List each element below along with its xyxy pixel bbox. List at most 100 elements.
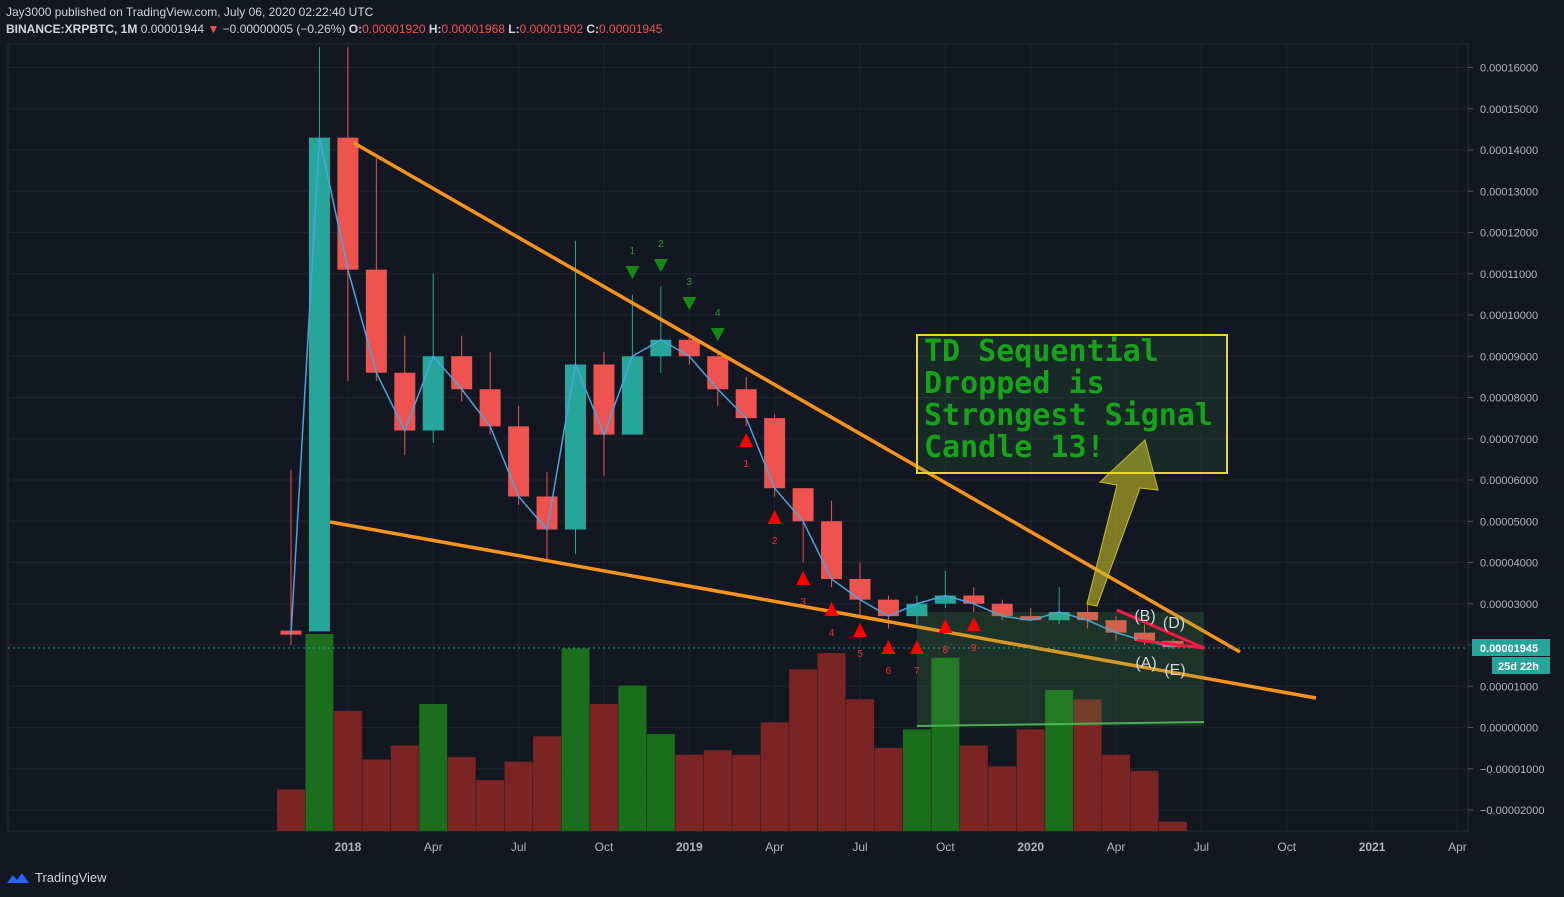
volume-bar — [846, 699, 874, 831]
candle-body — [621, 356, 643, 435]
candle-body — [678, 339, 700, 357]
volume-bar — [305, 634, 334, 831]
volume-bar — [931, 657, 960, 831]
wave-label: (E) — [1164, 662, 1185, 679]
annotation-box: TD Sequential Dropped is Strongest Signa… — [916, 334, 1228, 474]
candle-body — [508, 426, 530, 497]
open-value: 0.00001920 — [362, 22, 426, 36]
volume-bar — [533, 736, 562, 831]
upper-trendline — [353, 141, 1241, 654]
candle-body — [422, 356, 444, 431]
y-tick-label: 0.00015000 — [1480, 104, 1538, 116]
chart-grid — [7, 43, 1469, 832]
volume-bar — [732, 754, 761, 831]
volume-bar — [618, 685, 647, 831]
volume-bar — [362, 759, 391, 831]
td-buy-count: 1 — [743, 459, 749, 470]
candle-body — [1077, 612, 1099, 621]
td-buy-count: 5 — [857, 649, 863, 660]
td-sell-marker — [625, 266, 640, 279]
y-tick-label: 0.00014000 — [1480, 145, 1538, 157]
volume-bar — [959, 745, 988, 831]
volume-bar — [1158, 821, 1187, 831]
candle-body — [735, 389, 757, 419]
candle-body — [821, 521, 843, 579]
candle-body — [337, 137, 359, 270]
y-tick-label: 0.00008000 — [1480, 393, 1538, 405]
volume-bar — [1073, 699, 1102, 831]
td-buy-marker — [909, 640, 924, 654]
td-buy-marker — [938, 619, 953, 633]
candle-body — [934, 595, 956, 604]
x-tick-label: 2021 — [1359, 840, 1386, 854]
td-buy-count: 9 — [971, 643, 977, 654]
candle-body — [536, 496, 558, 530]
volume-bar — [561, 648, 590, 831]
volume-bar — [760, 722, 789, 831]
arrow-annotation — [1086, 439, 1159, 607]
x-tick-label: Oct — [936, 840, 955, 854]
x-tick-label: Apr — [424, 840, 443, 854]
y-tick-label: −0.00002000 — [1480, 805, 1545, 817]
x-tick-label: 2018 — [335, 840, 362, 854]
wave-label: (D) — [1163, 615, 1185, 632]
volume-bars — [277, 634, 1187, 831]
x-tick-label: Oct — [1277, 840, 1296, 854]
volume-bar — [390, 745, 419, 831]
y-tick-label: 0.00013000 — [1480, 186, 1538, 198]
td-sell-count: 1 — [630, 246, 636, 257]
brand-label: TradingView — [35, 870, 107, 885]
high-label: H: — [428, 22, 442, 36]
y-tick-label: 0.00010000 — [1480, 310, 1538, 322]
td-buy-marker — [796, 571, 811, 585]
candles — [280, 46, 1184, 650]
td-sell-marker — [682, 297, 697, 310]
low-label: L: — [508, 22, 520, 36]
volume-bar — [988, 766, 1017, 831]
triangle-pattern — [1116, 608, 1205, 650]
countdown-bg — [1492, 657, 1550, 674]
symbol-label[interactable]: BINANCE:XRPBTC, 1M — [6, 22, 138, 36]
annotation-line: Dropped is — [924, 366, 1105, 401]
candle-body — [1020, 616, 1042, 621]
y-tick-label: −0.00001000 — [1480, 764, 1545, 776]
candle-body — [707, 356, 729, 390]
candle-body — [764, 418, 786, 489]
candle-body — [565, 364, 586, 530]
annotation-line: Strongest Signal — [924, 398, 1213, 433]
y-tick-label: 0.00000000 — [1480, 723, 1538, 735]
high-value: 0.00001968 — [441, 22, 505, 36]
x-tick-label: 2020 — [1017, 840, 1044, 854]
td-buy-count: 6 — [886, 666, 892, 677]
price-label: 0.00001945 — [1480, 643, 1538, 655]
td-buy-count: 7 — [914, 666, 920, 677]
volume-bar — [1130, 770, 1159, 831]
volume-bar — [447, 757, 476, 831]
x-tick-label: Jul — [1194, 840, 1209, 854]
y-tick-label: 0.00007000 — [1480, 434, 1538, 446]
volume-bar — [504, 761, 533, 831]
td-buy-marker — [966, 617, 981, 631]
volume-bar — [675, 754, 704, 831]
candle-body — [451, 356, 473, 390]
td-buy-marker — [853, 623, 867, 637]
y-tick-label: 0.00012000 — [1480, 228, 1538, 240]
close-value: 0.00001945 — [599, 22, 663, 36]
countdown-label: 25d 22h — [1498, 661, 1539, 673]
last-price: 0.00001944 — [140, 22, 205, 36]
close-line — [290, 137, 1174, 648]
axes: 0.00016000 0.00015000 0.00014000 0.00013000… — [335, 63, 1550, 854]
td-buy-count: 8 — [943, 645, 949, 656]
volume-bar — [333, 710, 362, 831]
volume-bar — [874, 747, 903, 831]
td-buy-count: 4 — [829, 628, 835, 639]
volume-bar — [902, 729, 931, 831]
y-tick-label: 0.00005000 — [1480, 516, 1538, 528]
annotation-line: Candle 13! — [924, 430, 1105, 465]
ohlc-legend: BINANCE:XRPBTC, 1M 0.00001944 ▼ −0.00000… — [6, 22, 662, 36]
volume-bar — [703, 750, 732, 831]
candle-body — [479, 389, 501, 427]
y-tick-label: 0.00011000 — [1480, 269, 1537, 281]
footer-brand[interactable]: TradingView — [6, 870, 107, 885]
